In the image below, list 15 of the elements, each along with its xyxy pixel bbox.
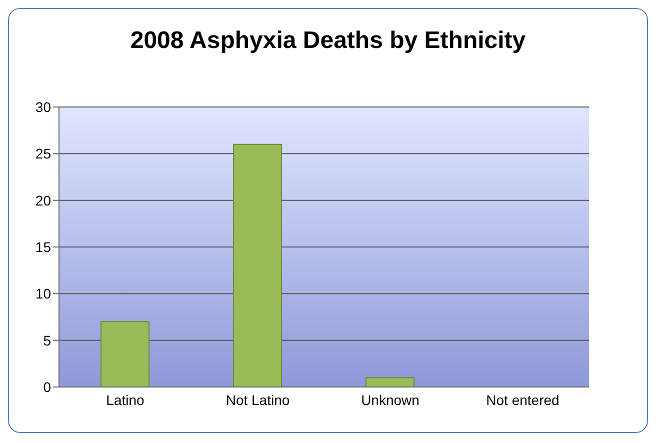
y-tick-label: 30 bbox=[35, 98, 52, 115]
y-tick-label: 5 bbox=[43, 332, 52, 348]
bar bbox=[233, 144, 282, 387]
y-tick-label: 15 bbox=[35, 238, 52, 255]
bar bbox=[100, 321, 150, 387]
y-tick-label: 0 bbox=[43, 378, 52, 395]
x-tick-label: Not Latino bbox=[226, 392, 290, 408]
x-tick-label: Latino bbox=[106, 392, 145, 408]
y-tick-label: 25 bbox=[35, 146, 52, 162]
y-tick-label: 10 bbox=[35, 286, 52, 302]
y-tick-label: 20 bbox=[35, 192, 52, 208]
x-tick-label: Unknown bbox=[361, 392, 420, 408]
x-tick-label: Not entered bbox=[486, 392, 560, 408]
chart-title: 2008 Asphyxia Deaths by Ethnicity bbox=[129, 26, 527, 56]
bar bbox=[366, 377, 414, 387]
